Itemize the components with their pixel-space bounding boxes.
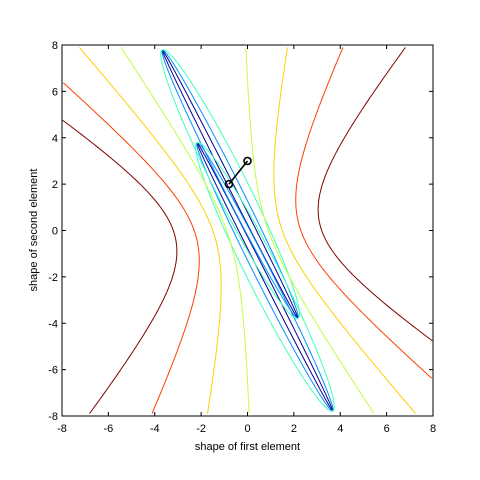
y-tick-label--6: -6 bbox=[48, 365, 58, 377]
y-tick-label--2: -2 bbox=[48, 272, 58, 284]
x-tick-label-2: 2 bbox=[291, 423, 297, 435]
contour-level-4-branch-0 bbox=[78, 47, 222, 414]
path-point-0 bbox=[243, 156, 252, 166]
contour-lines bbox=[62, 47, 433, 414]
x-tick-label--6: -6 bbox=[103, 423, 113, 435]
y-tick-label--4: -4 bbox=[48, 318, 58, 330]
x-tick-label-8: 8 bbox=[430, 423, 436, 435]
contour-level-5-branch-0 bbox=[62, 82, 200, 414]
contour-level-6-branch-0 bbox=[62, 119, 178, 414]
path-point-1 bbox=[224, 179, 234, 189]
contour-level-3-branch-0 bbox=[120, 47, 250, 414]
y-tick-label-6: 6 bbox=[52, 86, 58, 98]
y-tick-label-2: 2 bbox=[52, 179, 58, 191]
x-axis-label: shape of first element bbox=[195, 441, 300, 453]
x-tick-label-0: 0 bbox=[244, 423, 250, 435]
x-tick-label-6: 6 bbox=[384, 423, 390, 435]
x-tick-label--8: -8 bbox=[57, 423, 67, 435]
axis-labels: shape of first element shape of second e… bbox=[28, 169, 300, 453]
contour-level-6-branch-1 bbox=[317, 47, 433, 342]
optimization-path bbox=[224, 156, 252, 189]
path-line bbox=[228, 160, 249, 185]
y-tick-label-8: 8 bbox=[52, 40, 58, 52]
contour-level-5-branch-1 bbox=[295, 47, 433, 379]
x-tick-label--4: -4 bbox=[150, 423, 160, 435]
y-tick-label--8: -8 bbox=[48, 411, 58, 423]
y-tick-label-0: 0 bbox=[52, 226, 58, 238]
tick-marks bbox=[61, 44, 434, 417]
contour-level-4-branch-1 bbox=[273, 47, 417, 414]
contour-level-3-branch-1 bbox=[245, 47, 375, 414]
plot-area bbox=[62, 45, 433, 416]
x-tick-label-4: 4 bbox=[337, 423, 343, 435]
tick-labels: -8 -6 -4 -2 0 2 4 6 8 -8 -6 -4 -2 0 2 4 6 8 bbox=[48, 40, 436, 435]
contour-level-2-loop-1 bbox=[195, 142, 335, 412]
y-tick-label-4: 4 bbox=[52, 133, 58, 145]
y-axis-label: shape of second element bbox=[28, 169, 40, 292]
x-tick-label--2: -2 bbox=[196, 423, 206, 435]
contour-level-2-loop-0 bbox=[160, 49, 300, 319]
